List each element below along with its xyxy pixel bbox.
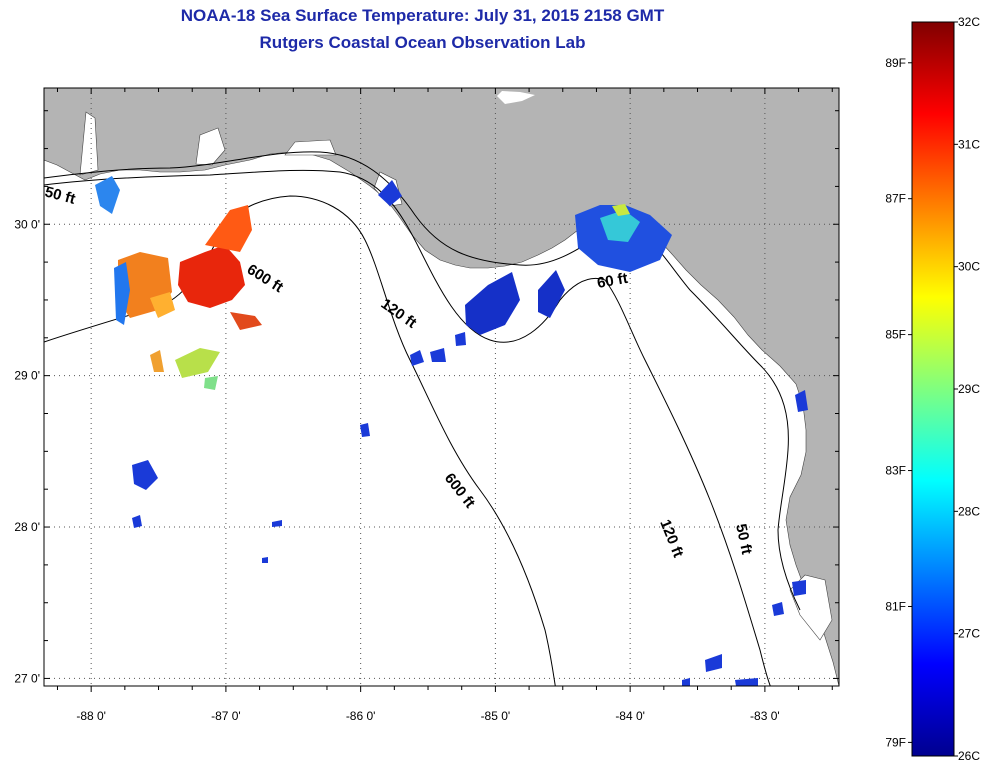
map-title: NOAA-18 Sea Surface Temperature: July 31… xyxy=(180,6,665,25)
lat-tick-label: 27 0' xyxy=(14,671,40,685)
sst-mild-patch xyxy=(175,348,220,378)
sst-cool-patch xyxy=(538,270,565,318)
map-subtitle: Rutgers Coastal Ocean Observation Lab xyxy=(259,33,586,52)
colorbar-ticks: 32C 31C 30C 29C 28C 27C 26C 89F 87F 85F 83F 81F 79F xyxy=(885,15,980,763)
sst-mild-patch xyxy=(204,376,218,390)
sst-cool-patch xyxy=(132,460,158,490)
colorbar-celsius-label: 31C xyxy=(958,137,980,151)
sst-warm-patch xyxy=(178,245,245,308)
sst-warm-patch xyxy=(150,292,175,318)
sst-cool-patch xyxy=(705,654,722,672)
sst-cool-patch xyxy=(682,678,690,686)
sst-warm-patch xyxy=(205,205,252,252)
lon-tick-label: -83 0' xyxy=(750,709,780,723)
lat-tick-label: 28 0' xyxy=(14,520,40,534)
sst-cool-patch xyxy=(795,390,808,412)
sst-cool-patch xyxy=(360,423,370,437)
sst-cool-patch xyxy=(792,580,806,596)
sst-cool-patch xyxy=(600,210,640,242)
lon-tick-label: -88 0' xyxy=(76,709,106,723)
map-frame xyxy=(43,87,840,687)
choctawhatchee-bay xyxy=(284,139,337,156)
colorbar-fahrenheit-label: 83F xyxy=(885,464,906,478)
colorbar-celsius-label: 27C xyxy=(958,627,980,641)
lat-tick-label: 29 0' xyxy=(14,369,40,383)
sst-warm-patch xyxy=(230,312,262,330)
colorbar-fahrenheit-label: 85F xyxy=(885,328,906,342)
sst-cool-patch xyxy=(132,515,142,528)
lon-tick-label: -87 0' xyxy=(211,709,241,723)
sst-mild-patch xyxy=(612,204,630,216)
contour-120ft xyxy=(44,169,771,686)
lon-tick-label: -86 0' xyxy=(346,709,376,723)
colorbar xyxy=(911,21,955,757)
colorbar-celsius-label: 28C xyxy=(958,504,980,518)
sst-cool-patch xyxy=(430,348,446,362)
colorbar-celsius-label: 32C xyxy=(958,15,980,29)
mobile-bay xyxy=(79,111,99,176)
sst-cool-patch xyxy=(772,602,784,616)
sst-cool-patch xyxy=(378,180,402,206)
sst-cool-patch xyxy=(95,176,120,214)
lon-tick-label: -84 0' xyxy=(615,709,645,723)
contour-label: 60 ft xyxy=(596,270,629,292)
lon-tick-label: -85 0' xyxy=(481,709,511,723)
contour-label: 50 ft xyxy=(732,522,755,556)
colorbar-fahrenheit-label: 79F xyxy=(885,735,906,749)
land-mass xyxy=(44,88,839,686)
colorbar-fahrenheit-label: 81F xyxy=(885,599,906,613)
colorbar-fahrenheit-label: 89F xyxy=(885,56,906,70)
sst-cool-patch xyxy=(455,332,466,346)
sst-mild-patch xyxy=(150,350,164,372)
contour-600ft xyxy=(44,195,556,686)
sst-cool-patch xyxy=(262,557,268,563)
axis-ticks xyxy=(44,88,839,692)
sst-cool-patch xyxy=(735,678,758,686)
lake xyxy=(497,91,535,104)
colorbar-fahrenheit-label: 87F xyxy=(885,192,906,206)
sst-cool-patch xyxy=(465,272,520,335)
sst-cool-patch xyxy=(272,520,282,527)
sst-cool-patch xyxy=(114,262,130,325)
sst-data-overlay xyxy=(95,176,808,686)
colorbar-celsius-label: 26C xyxy=(958,749,980,763)
lat-tick-label: 30 0' xyxy=(14,217,40,231)
axis-tick-labels: -88 0' -87 0' -86 0' -85 0' -84 0' -83 0' 27 0… xyxy=(14,217,779,723)
sst-cool-patch xyxy=(410,350,424,366)
colorbar-celsius-label: 30C xyxy=(958,260,980,274)
colorbar-celsius-label: 29C xyxy=(958,382,980,396)
pensacola-bay xyxy=(195,127,226,166)
